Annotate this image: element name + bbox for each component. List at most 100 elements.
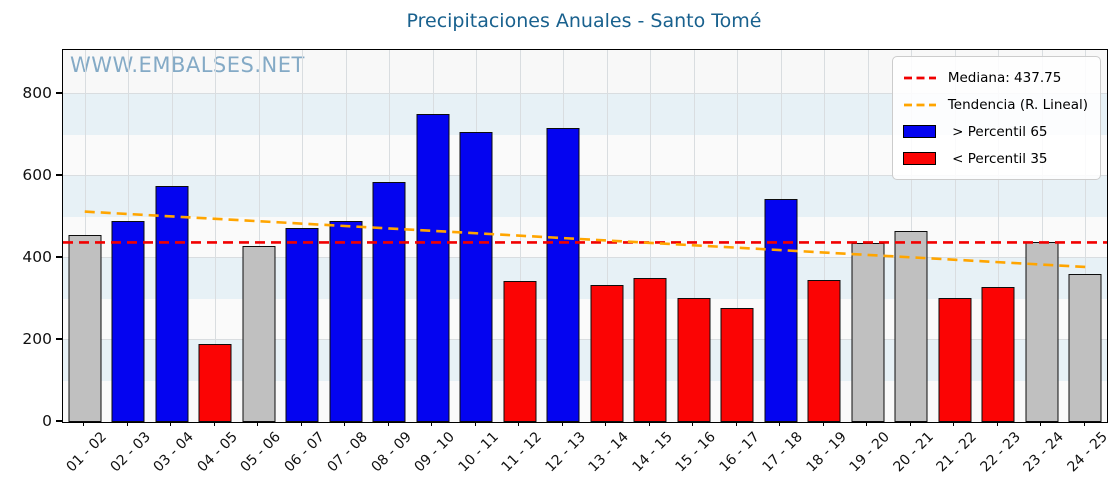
x-tick-label-text: 05 - 06 [237, 429, 285, 476]
x-tick [866, 421, 868, 426]
bar [111, 221, 145, 422]
x-tick [300, 421, 302, 426]
bar [546, 127, 580, 422]
x-tick-label-text: 04 - 05 [194, 429, 241, 476]
plot-area: WWW.EMBALSES.NET Mediana: 437.75 Tendenc… [62, 49, 1108, 423]
x-tick [257, 421, 259, 426]
x-tick-label-text: 17 - 18 [759, 429, 807, 476]
x-tick [126, 421, 128, 426]
blue-bar-swatch-icon [903, 125, 937, 139]
bar [68, 234, 102, 422]
x-tick [735, 421, 737, 426]
bar-slot [237, 50, 281, 422]
bar-slot [629, 50, 673, 422]
bar [720, 308, 754, 422]
x-tick [344, 421, 346, 426]
bar-slot [150, 50, 194, 422]
bar [242, 246, 276, 422]
trend-dashed-line-icon [903, 98, 937, 112]
bar [155, 186, 189, 422]
bar-slot [281, 50, 325, 422]
legend-item-trend: Tendencia (R. Lineal) [903, 91, 1088, 118]
x-tick [953, 421, 955, 426]
bar [590, 284, 624, 422]
swatch-rect [903, 152, 937, 165]
x-tick [1040, 421, 1042, 426]
watermark: WWW.EMBALSES.NET [70, 53, 305, 77]
bar-slot [455, 50, 499, 422]
x-tick-label-text: 02 - 03 [107, 429, 154, 476]
bar [894, 231, 928, 422]
x-tick-label-text: 24 - 25 [1064, 429, 1111, 476]
bar-slot [672, 50, 716, 422]
x-tick-label-text: 10 - 11 [455, 429, 502, 476]
x-tick [474, 421, 476, 426]
x-tick-label-text: 01 - 02 [63, 429, 111, 476]
x-tick [909, 421, 911, 426]
y-tick-label: 200 [22, 329, 52, 348]
y-gridline [63, 338, 1107, 340]
legend-label-median: Mediana: 437.75 [947, 69, 1062, 86]
x-tick [779, 421, 781, 426]
bar [851, 243, 885, 422]
x-tick-label-text: 07 - 08 [324, 429, 372, 476]
legend-label-below-percentile: < Percentil 35 [947, 150, 1048, 167]
x-tick-label-text: 18 - 19 [803, 429, 850, 476]
legend: Mediana: 437.75 Tendencia (R. Lineal) > … [891, 56, 1101, 180]
x-gridline [1085, 50, 1087, 422]
bar [285, 228, 319, 422]
bar [459, 131, 493, 422]
x-tick-label-text: 08 - 09 [368, 429, 415, 476]
x-tick-label-text: 09 - 10 [411, 429, 459, 476]
x-tick-label-text: 22 - 23 [977, 429, 1024, 476]
x-tick-label-text: 21 - 22 [933, 429, 981, 476]
y-tick [56, 420, 62, 422]
bar [1025, 241, 1059, 422]
legend-item-below-percentile: < Percentil 35 [903, 145, 1088, 172]
bar [372, 182, 406, 422]
x-tick-label-text: 06 - 07 [281, 429, 328, 476]
x-tick [648, 421, 650, 426]
bar-slot [803, 50, 847, 422]
bar [329, 221, 363, 422]
x-tick-label-text: 23 - 24 [1020, 429, 1068, 476]
legend-label-above-percentile: > Percentil 65 [947, 123, 1048, 140]
x-tick-label-text: 14 - 15 [629, 429, 676, 476]
legend-item-above-percentile: > Percentil 65 [903, 118, 1088, 145]
bar [503, 280, 537, 422]
x-tick [1083, 421, 1085, 426]
x-tick [213, 421, 215, 426]
legend-label-trend: Tendencia (R. Lineal) [947, 96, 1088, 113]
x-tick-label-text: 16 - 17 [716, 429, 763, 476]
chart-title: Precipitaciones Anuales - Santo Tomé [406, 10, 762, 32]
y-tick-label: 800 [22, 83, 52, 102]
x-tick-label-text: 12 - 13 [542, 429, 589, 476]
x-tick-label-text: 13 - 14 [585, 429, 633, 476]
y-tick-label: 400 [22, 247, 52, 266]
bar [198, 344, 232, 422]
y-tick-label: 0 [42, 412, 52, 430]
y-tick [56, 256, 62, 258]
bar-slot [585, 50, 629, 422]
x-tick [83, 421, 85, 426]
bar [981, 286, 1015, 422]
x-tick-label-text: 19 - 20 [846, 429, 894, 476]
x-tick [518, 421, 520, 426]
y-gridline [63, 92, 1107, 94]
legend-item-median: Mediana: 437.75 [903, 64, 1088, 91]
red-bar-swatch-icon [903, 152, 937, 166]
x-tick-label-text: 15 - 16 [672, 429, 720, 476]
bar [416, 113, 450, 422]
bar-slot [1064, 50, 1108, 422]
swatch-rect [903, 125, 937, 138]
bar [677, 297, 711, 422]
bar-slot [194, 50, 238, 422]
x-tick-label-text: 11 - 12 [498, 429, 546, 476]
bar-slot [107, 50, 151, 422]
x-tick-label-text: 20 - 21 [890, 429, 937, 476]
x-tick [170, 421, 172, 426]
bar-slot [498, 50, 542, 422]
y-tick-label: 600 [22, 165, 52, 184]
y-tick [56, 174, 62, 176]
